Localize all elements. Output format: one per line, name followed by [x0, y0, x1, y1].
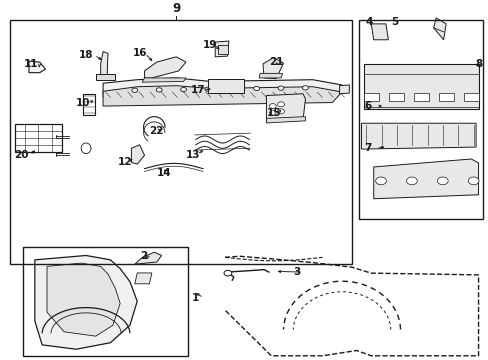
Bar	[463, 93, 478, 102]
Bar	[15, 124, 61, 152]
Bar	[413, 93, 427, 102]
Circle shape	[302, 86, 308, 90]
Text: 7: 7	[363, 143, 370, 153]
Text: 3: 3	[293, 267, 300, 277]
Polygon shape	[142, 78, 185, 82]
Circle shape	[269, 111, 276, 116]
Bar	[438, 93, 453, 102]
Polygon shape	[96, 75, 115, 80]
Text: 15: 15	[266, 108, 281, 118]
Circle shape	[156, 88, 162, 92]
Circle shape	[437, 177, 447, 185]
Circle shape	[229, 87, 235, 91]
Circle shape	[253, 86, 259, 91]
Polygon shape	[361, 123, 475, 149]
Bar	[22, 247, 188, 356]
Circle shape	[132, 88, 138, 93]
Text: 9: 9	[172, 2, 180, 15]
Polygon shape	[215, 41, 228, 57]
Bar	[217, 45, 228, 54]
Circle shape	[278, 86, 284, 90]
Text: 10: 10	[76, 98, 91, 108]
Bar	[388, 93, 403, 102]
Circle shape	[224, 270, 231, 276]
Text: 20: 20	[14, 150, 29, 160]
Polygon shape	[363, 64, 478, 109]
Text: 18: 18	[79, 50, 93, 60]
Polygon shape	[266, 94, 305, 122]
Text: 17: 17	[190, 85, 205, 95]
Polygon shape	[135, 273, 152, 284]
Polygon shape	[101, 51, 108, 80]
Circle shape	[375, 177, 386, 185]
Bar	[358, 20, 483, 219]
Circle shape	[269, 104, 276, 108]
Circle shape	[277, 102, 284, 107]
Text: 21: 21	[268, 57, 283, 67]
Polygon shape	[144, 57, 185, 78]
Circle shape	[277, 109, 284, 114]
Circle shape	[406, 177, 416, 185]
Polygon shape	[259, 73, 282, 78]
Bar	[363, 93, 378, 102]
Text: 14: 14	[157, 168, 171, 178]
Polygon shape	[29, 61, 45, 73]
Text: 2: 2	[140, 251, 146, 261]
Polygon shape	[131, 145, 144, 164]
Text: 4: 4	[365, 17, 372, 27]
Text: 13: 13	[185, 150, 200, 160]
Polygon shape	[47, 263, 120, 336]
Text: 22: 22	[149, 126, 163, 136]
Text: 11: 11	[24, 59, 39, 69]
Text: 12: 12	[118, 157, 132, 167]
Circle shape	[204, 87, 210, 91]
Polygon shape	[103, 78, 341, 97]
Text: 16: 16	[132, 48, 146, 58]
Polygon shape	[266, 117, 305, 123]
Polygon shape	[35, 256, 137, 349]
Text: 8: 8	[474, 59, 482, 69]
Circle shape	[180, 87, 186, 92]
Polygon shape	[373, 159, 478, 199]
Bar	[207, 79, 244, 93]
Bar	[10, 20, 351, 264]
Polygon shape	[370, 24, 387, 40]
Polygon shape	[103, 86, 341, 106]
Polygon shape	[263, 58, 283, 78]
Text: 1: 1	[191, 293, 199, 303]
Text: 6: 6	[363, 101, 370, 111]
Text: 5: 5	[390, 17, 397, 27]
Polygon shape	[135, 252, 161, 264]
Polygon shape	[339, 85, 348, 94]
Bar	[82, 94, 95, 115]
Ellipse shape	[81, 143, 91, 154]
Circle shape	[468, 177, 478, 185]
Text: 19: 19	[203, 40, 217, 50]
Polygon shape	[433, 18, 445, 40]
